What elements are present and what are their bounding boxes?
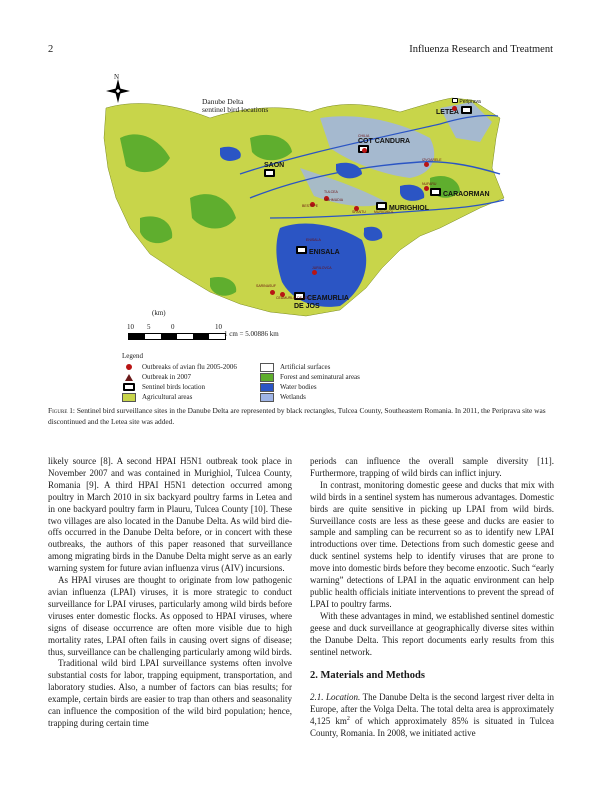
north-label: N [114,73,120,81]
sentinel-marker [460,106,472,114]
forest-area [190,194,236,229]
sentinel-marker [294,292,305,300]
sentinel-rect-icon [122,383,136,391]
sentinel-marker [430,188,441,196]
outbreak-marker [424,162,429,167]
site-enisala: ENISALA [296,246,340,256]
water-body [220,146,241,161]
legend-item: Outbreaks of avian flu 2005-2006 [122,362,292,372]
outbreak-marker [424,186,429,191]
outbreak-dot-icon [122,363,136,371]
legend-item: Forest and seminatural areas [260,372,430,382]
map-title: Danube Delta sentinel bird locations [202,97,269,114]
outbreak-label: SARINASUF [256,284,277,288]
forest-area [120,134,170,173]
outbreak-label: BESTEPE [302,204,319,208]
legend-item: Agricultural areas [122,392,292,402]
site-caraorman: CARAORMAN [430,188,490,198]
legend-item: Water bodies [260,382,430,392]
wetlands-area [300,168,386,207]
scale-note: 1 cm = 5.00886 km [224,330,279,338]
outbreak-marker [270,290,275,295]
water-body [276,223,367,307]
legend-item: Wetlands [260,392,430,402]
legend-title: Legend [122,352,143,360]
outbreak-triangle-icon [122,373,136,381]
site-letea: LETEA [436,106,472,116]
wetlands-area [440,102,492,142]
outbreak-marker [310,202,315,207]
site-murighiol: MURIGHIOL [376,202,429,212]
artificial-swatch [260,362,274,372]
site-ceamurlia: CEAMURLIA DE JOS [294,292,354,311]
danube-delta-map: Danube Delta sentinel bird locations LET… [100,78,505,343]
river-channel [249,160,501,199]
legend-right: Artificial surfaces Forest and seminatur… [260,362,430,402]
legend-item: Sentinel birds location [122,382,292,392]
legend-left: Outbreaks of avian flu 2005-2006 Outbrea… [122,362,292,402]
site-periprava: Periprava [452,98,481,105]
water-body [400,184,425,201]
section-heading: 2. Materials and Methods [310,670,425,682]
outbreak-marker [324,196,329,201]
scale-unit: (km) [152,309,166,317]
outbreak-label: CEAMURLIA DE JOS [276,296,310,300]
journal-title: Influenza Research and Treatment [409,44,553,55]
outbreak-marker [312,270,317,275]
outbreak-label: TULCEA [324,190,338,194]
legend-item: Artificial surfaces [260,362,430,372]
agricultural-swatch [122,392,136,402]
outbreak-label: ENISALA [306,238,321,242]
map-legend: Legend Outbreaks of avian flu 2005-2006 … [122,351,360,402]
sentinel-marker [264,169,275,177]
outbreak-label: JURILOVCA [312,266,332,270]
water-swatch [260,382,274,392]
right-column: periods can influence the overall sample… [310,456,554,740]
outbreak-marker [362,148,367,153]
outbreak-label: CHILIA [358,134,370,138]
wetlands-swatch [260,392,274,402]
paragraph: Traditional wild bird LPAI surveillance … [48,658,292,728]
outbreak-label: MAHMUDIA [324,198,344,202]
left-column: likely source [8]. A second HPAI H5N1 ou… [48,456,292,730]
outbreak-marker [452,106,457,111]
forest-swatch [260,372,274,382]
river-channel [269,199,505,219]
sentinel-marker [296,246,307,254]
figure-caption: Figure 1: Sentinel bird surveillance sit… [48,406,546,426]
forest-area [210,276,237,296]
outbreak-marker [354,206,359,211]
scale-bar [128,333,226,340]
outbreak-marker [280,292,285,297]
forest-area [140,216,173,244]
site-saon: SAON [264,162,284,179]
legend-item: Outbreak in 2007 [122,372,292,382]
subsection-title: 2.1. Location. [310,692,361,703]
page-number: 2 [48,44,54,55]
map-graphic [103,97,505,317]
water-body [363,226,383,241]
paragraph: With these advantages in mind, we establ… [310,610,554,657]
outbreak-label: SFANTU [352,210,366,214]
paragraph: periods can influence the overall sample… [310,456,554,478]
paragraph: 2.1. Location. The Danube Delta is the s… [310,692,554,739]
sentinel-marker [376,202,387,210]
water-body [336,162,362,179]
river-channel [239,114,499,175]
north-arrow-icon [106,79,130,103]
sentinel-marker [452,98,458,103]
paragraph: likely source [8]. A second HPAI H5N1 ou… [48,456,292,574]
outbreak-label: MURIGHIOL [374,210,394,214]
outbreak-label: IZVOARELE [422,158,442,162]
forest-area [250,134,292,161]
outbreak-label: NUFARU [422,182,437,186]
paragraph: In contrast, monitoring domestic geese a… [310,479,554,609]
paragraph: As HPAI viruses are thought to originate… [48,575,292,657]
